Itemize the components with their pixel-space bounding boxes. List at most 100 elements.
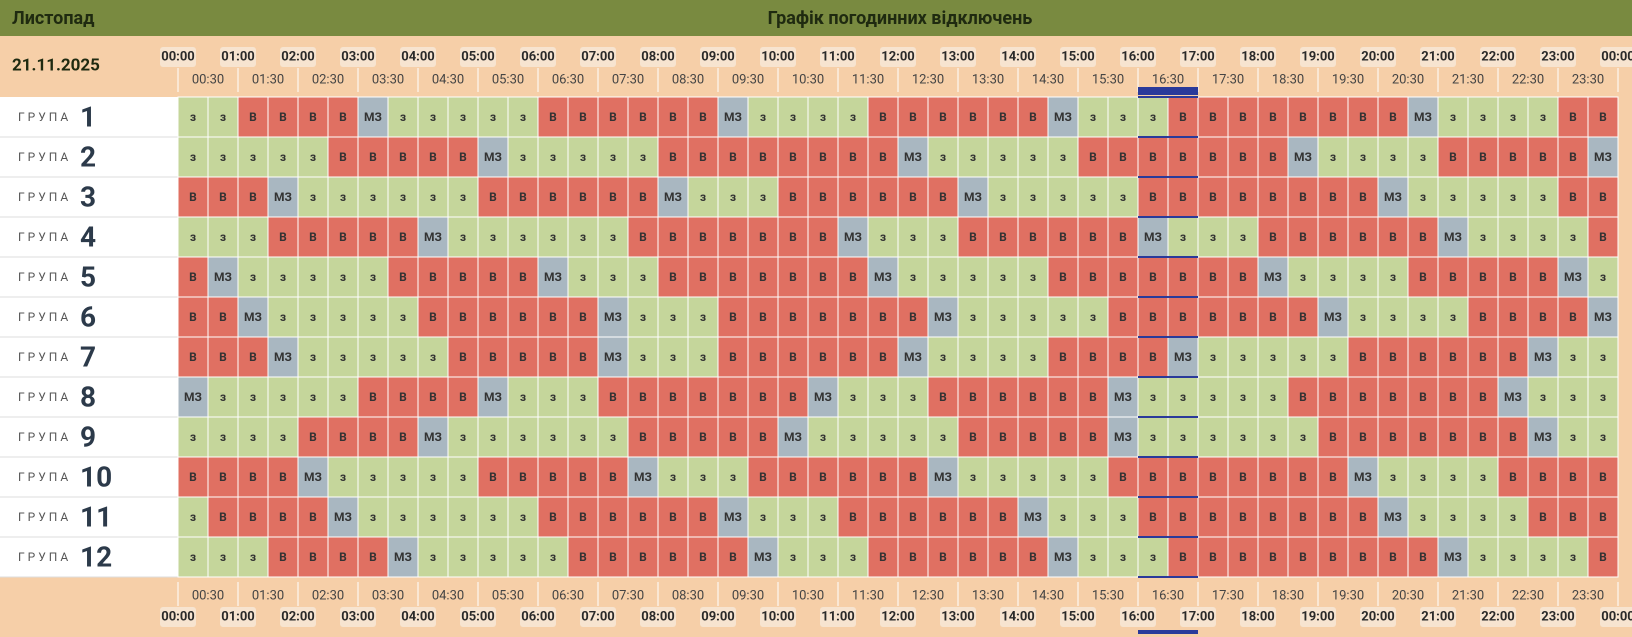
cell	[477, 536, 509, 578]
month: Листопад	[12, 8, 95, 29]
cell-status: В	[699, 550, 707, 564]
cell-status: з	[1570, 550, 1576, 564]
cell-status: з	[1510, 550, 1516, 564]
cell-status: В	[279, 110, 287, 124]
cell-status: В	[729, 550, 737, 564]
cell-status: з	[490, 550, 496, 564]
half-hour-label: 20:30	[1392, 588, 1424, 603]
hour-label-bg	[1240, 607, 1276, 627]
cell	[1377, 176, 1409, 218]
cell	[1107, 96, 1139, 138]
cell	[747, 176, 779, 218]
cell-status: В	[1209, 310, 1217, 324]
cell-status: В	[219, 310, 227, 324]
group-number: 11	[80, 500, 112, 533]
half-hour-label: 06:30	[552, 72, 584, 87]
cell-status: В	[1149, 150, 1157, 164]
cell-status: з	[1300, 270, 1306, 284]
cell-status: з	[370, 310, 376, 324]
cell-status: В	[249, 350, 257, 364]
half-hour-label: 03:30	[372, 588, 404, 603]
cell	[897, 296, 929, 338]
cell-status: МЗ	[934, 310, 952, 324]
cell-status: В	[759, 270, 767, 284]
cell	[237, 256, 269, 298]
cell-status: з	[1030, 190, 1036, 204]
cell	[1347, 216, 1379, 258]
group-label: ГРУПА	[18, 550, 71, 564]
cell-status: В	[429, 270, 437, 284]
cell-status: з	[370, 510, 376, 524]
cell-status: з	[340, 310, 346, 324]
cell-status: з	[1180, 390, 1186, 404]
half-hour-label: 08:30	[672, 588, 704, 603]
group-label: ГРУПА	[18, 230, 71, 244]
cell-status: з	[970, 270, 976, 284]
cell-status: МЗ	[1594, 310, 1612, 324]
cell	[1377, 376, 1409, 418]
hour-label: 00:00	[161, 609, 195, 624]
cell	[1557, 256, 1589, 298]
cell-status: В	[1479, 390, 1487, 404]
cell-status: В	[1149, 350, 1157, 364]
cell-status: з	[310, 350, 316, 364]
cell	[837, 536, 869, 578]
cell	[1377, 96, 1409, 138]
hour-label: 15:00	[1061, 49, 1095, 64]
cell	[867, 456, 899, 498]
cell	[447, 96, 479, 138]
hour-label-bg	[880, 47, 916, 67]
hour-label-bg	[520, 47, 556, 67]
cell	[177, 216, 209, 258]
cell-status: В	[1179, 310, 1187, 324]
cell	[567, 96, 599, 138]
cell	[1107, 216, 1139, 258]
hour-label-bg	[880, 607, 916, 627]
hour-label: 20:00	[1361, 609, 1395, 624]
half-hour-label: 17:30	[1212, 72, 1244, 87]
cell-status: В	[279, 470, 287, 484]
cell	[1197, 336, 1229, 378]
cell	[717, 96, 749, 138]
cell-status: з	[790, 550, 796, 564]
cell-status: з	[220, 430, 226, 444]
hour-label: 16:00	[1121, 49, 1155, 64]
cell	[567, 256, 599, 298]
cell-status: В	[339, 110, 347, 124]
cell-status: В	[1599, 190, 1607, 204]
cell-status: В	[849, 470, 857, 484]
cell	[927, 496, 959, 538]
cell	[357, 536, 389, 578]
cell	[1317, 136, 1349, 178]
cell	[897, 456, 929, 498]
cell-status: з	[670, 350, 676, 364]
cell-status: з	[1510, 110, 1516, 124]
cell	[1587, 536, 1619, 578]
cell-status: В	[1209, 110, 1217, 124]
cell-status: з	[400, 310, 406, 324]
cell-status: з	[1060, 190, 1066, 204]
cell-status: В	[1389, 350, 1397, 364]
cell-status: з	[370, 190, 376, 204]
cell-status: В	[579, 190, 587, 204]
cell-status: з	[1510, 230, 1516, 244]
cell	[1587, 96, 1619, 138]
cell-status: В	[639, 230, 647, 244]
cell-status: з	[880, 430, 886, 444]
cell	[1137, 376, 1169, 418]
cell-status: В	[1089, 390, 1097, 404]
cell-status: з	[190, 510, 196, 524]
cell-status: з	[520, 550, 526, 564]
cell-status: В	[459, 310, 467, 324]
cell-status: з	[310, 310, 316, 324]
hour-label: 02:00	[281, 49, 315, 64]
cell-status: з	[1390, 150, 1396, 164]
cell-status: В	[519, 470, 527, 484]
group-label: ГРУПА	[18, 390, 71, 404]
hour-label-bg	[1180, 47, 1216, 67]
cell-status: з	[190, 150, 196, 164]
cell-status: з	[460, 550, 466, 564]
cell-status: В	[1569, 190, 1577, 204]
cell-status: В	[1299, 470, 1307, 484]
cell	[567, 216, 599, 258]
